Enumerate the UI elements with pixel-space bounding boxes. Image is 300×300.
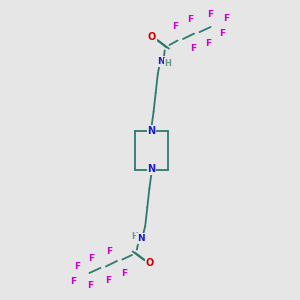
Text: N: N (158, 57, 165, 66)
Text: F: F (87, 281, 93, 290)
Text: F: F (122, 269, 128, 278)
Text: F: F (88, 254, 94, 263)
Text: F: F (105, 276, 111, 285)
Text: O: O (148, 32, 156, 42)
Text: F: F (70, 277, 76, 286)
Text: F: F (206, 39, 212, 48)
Text: N: N (147, 164, 156, 175)
Text: F: F (224, 14, 230, 23)
Text: F: F (172, 22, 178, 31)
Text: N: N (137, 234, 145, 243)
Text: F: F (207, 10, 213, 19)
Text: H: H (165, 59, 171, 68)
Text: F: F (220, 29, 226, 38)
Text: N: N (147, 125, 156, 136)
Text: H: H (131, 232, 138, 241)
Text: F: F (106, 247, 112, 256)
Text: F: F (74, 262, 80, 271)
Text: F: F (188, 15, 194, 24)
Text: O: O (146, 258, 154, 268)
Text: F: F (190, 44, 196, 53)
